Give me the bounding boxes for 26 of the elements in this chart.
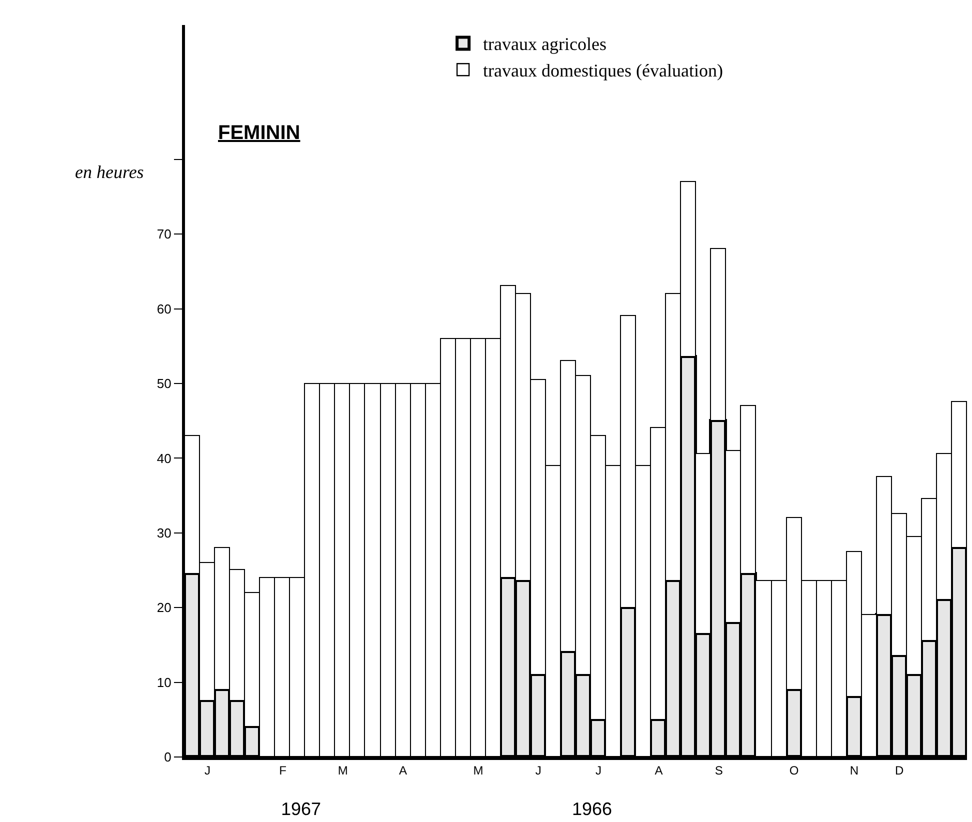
x-tick-label: J [204, 763, 211, 778]
y-tick-label: 50 [156, 376, 172, 392]
y-tick-label: 20 [156, 600, 172, 616]
x-tick-label: A [654, 763, 663, 778]
x-tick-label: N [850, 763, 859, 778]
x-tick-label: J [535, 763, 542, 778]
x-tick-label: F [279, 763, 286, 778]
y-tick-label: 70 [156, 226, 172, 242]
legend-label: travaux domestiques (évaluation) [483, 60, 723, 81]
y-tick-label: 30 [156, 525, 172, 540]
text: 1966 [572, 799, 612, 819]
y-tick-label: 10 [156, 674, 172, 690]
text: 1967 [281, 799, 322, 819]
x-tick-label: D [894, 763, 904, 778]
x-tick-label: O [789, 763, 799, 778]
text: FEMININ [218, 122, 300, 144]
x-tick-label: A [399, 763, 408, 778]
x-tick-label: S [714, 763, 723, 778]
y-tick-label: 40 [156, 450, 172, 466]
x-tick-label: M [473, 763, 484, 778]
y-tick-label: 0 [164, 750, 172, 765]
legend-label: travaux agricoles [483, 34, 607, 54]
x-tick-label: M [338, 763, 348, 778]
x-tick-label: J [596, 763, 602, 778]
y-tick-label: 60 [156, 301, 172, 316]
y-axis-title: en heures [75, 162, 144, 182]
